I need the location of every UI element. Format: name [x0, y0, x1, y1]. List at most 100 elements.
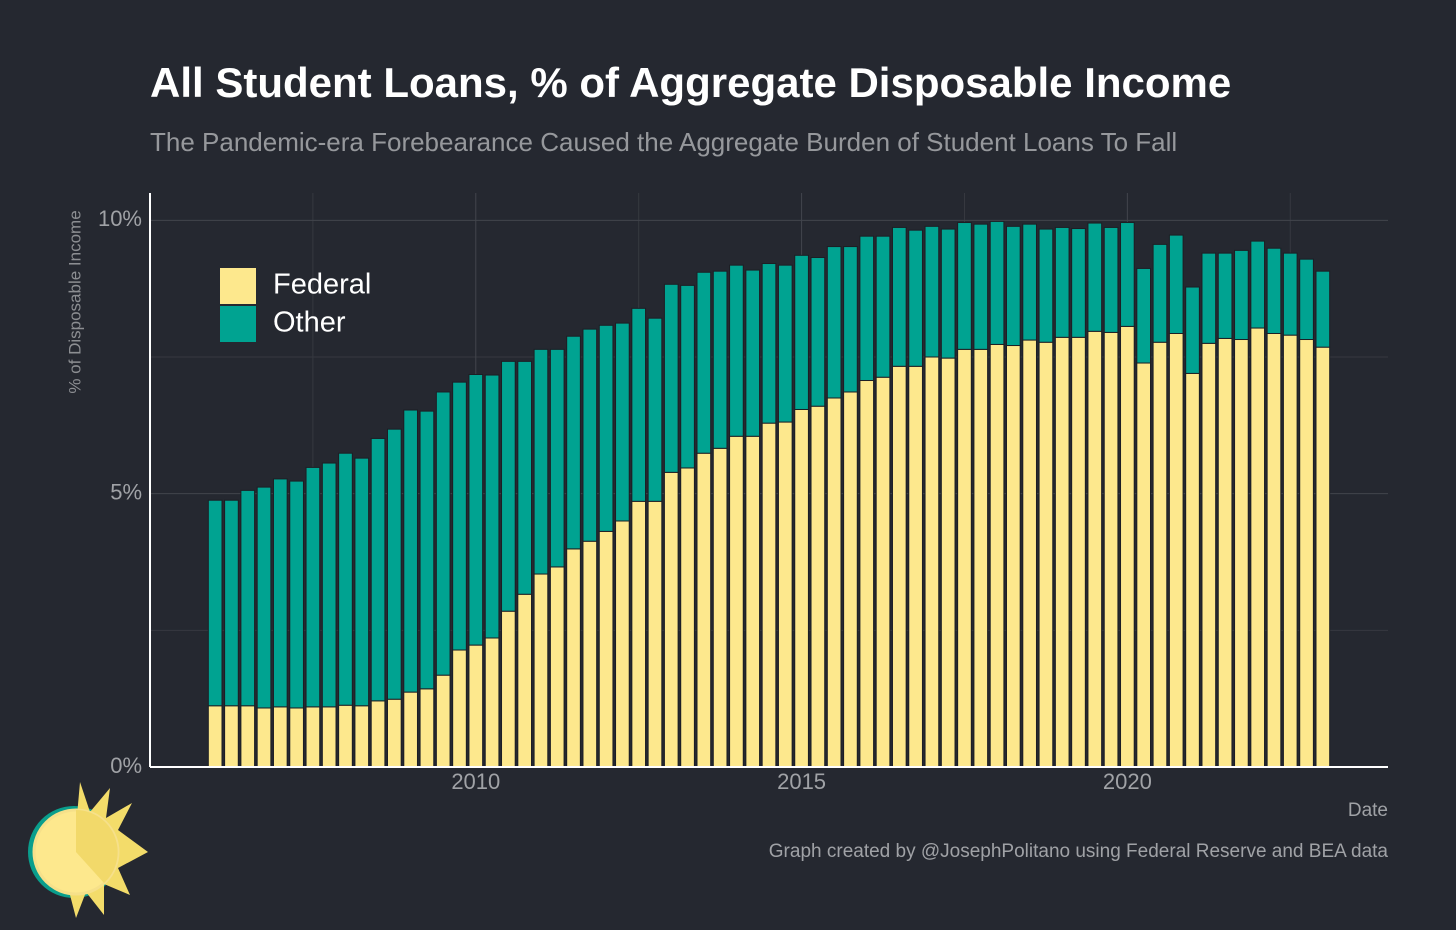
bar-segment: [1282, 252, 1298, 336]
bar-segment: [647, 317, 663, 502]
bar-segment: [1071, 336, 1086, 768]
bar-segment: [517, 593, 532, 768]
bar-segment: [924, 225, 940, 358]
bar-segment: [924, 356, 940, 768]
bar-segment: [1136, 362, 1151, 768]
bar-segment: [745, 435, 761, 768]
bar-segment: [1103, 331, 1119, 768]
bar-segment: [696, 271, 712, 454]
bar-segment: [452, 649, 467, 768]
bar-segment: [321, 706, 337, 768]
bar-segment: [468, 373, 484, 646]
bar-segment: [810, 257, 826, 407]
bar-segment: [1038, 228, 1054, 343]
bar-segment: [1282, 334, 1298, 768]
bar-segment: [435, 674, 451, 768]
y-tick-label: 10%: [98, 206, 142, 231]
chart-title: All Student Loans, % of Aggregate Dispos…: [150, 59, 1231, 106]
logo: [28, 782, 148, 918]
bar-segment: [305, 706, 321, 768]
bar-segment: [1120, 222, 1135, 327]
bar-segment: [696, 452, 712, 768]
bar-segment: [745, 269, 761, 437]
bar-segment: [843, 391, 858, 768]
bar-segment: [207, 705, 223, 768]
bar-segment: [940, 228, 956, 359]
bar-segment: [859, 380, 875, 768]
bar-segment: [1136, 267, 1151, 364]
bar-segment: [224, 705, 239, 768]
x-tick-label: 2020: [1103, 769, 1152, 794]
legend-swatch: [220, 306, 256, 342]
bar-segment: [957, 222, 972, 350]
bar-segment: [484, 374, 500, 639]
bar-segment: [403, 691, 418, 768]
bar-segment: [712, 270, 728, 449]
bar-segment: [207, 499, 223, 707]
legend-label: Other: [273, 307, 346, 339]
bar-segment: [1103, 226, 1119, 333]
bar-segment: [387, 428, 402, 700]
bar-segment: [1152, 341, 1168, 768]
bar-segment: [940, 357, 956, 768]
bar-segment: [1038, 341, 1054, 768]
bar-segment: [549, 348, 565, 568]
bar-segment: [1217, 252, 1233, 339]
bar-segment: [272, 706, 288, 768]
bar-segment: [354, 457, 370, 707]
bar-segment: [468, 644, 484, 768]
bar-segment: [1234, 339, 1249, 768]
bar-segment: [1299, 258, 1314, 341]
bar-segment: [598, 530, 614, 768]
y-tick-label: 5%: [110, 479, 142, 504]
bar-segment: [761, 263, 777, 424]
bar-segment: [1022, 339, 1037, 768]
bar-segment: [908, 229, 923, 367]
bar-segment: [908, 365, 923, 768]
bar-segment: [256, 486, 272, 709]
bar-segment: [321, 462, 337, 708]
bar-segment: [826, 397, 842, 768]
bar-segment: [484, 637, 500, 768]
bar-segment: [582, 328, 598, 542]
bar-segment: [1168, 332, 1184, 768]
bar-segment: [354, 705, 370, 768]
bar-segment: [1022, 223, 1037, 341]
bar-segment: [566, 335, 581, 550]
legend-swatch: [220, 268, 256, 304]
bar-segment: [826, 246, 842, 399]
y-tick-label: 0%: [110, 753, 142, 778]
bar-segment: [338, 452, 353, 706]
bar-segment: [1185, 286, 1200, 374]
bar-segment: [224, 499, 239, 707]
bar-segment: [843, 246, 858, 393]
bar-segment: [777, 264, 793, 423]
bar-segment: [403, 409, 418, 693]
bar-segment: [875, 376, 891, 768]
bar-segment: [582, 540, 598, 768]
bar-segment: [989, 343, 1005, 768]
bar-segment: [1266, 332, 1282, 768]
x-tick-label: 2015: [777, 769, 826, 794]
x-axis-label: Date: [1348, 800, 1388, 821]
bar-segment: [973, 348, 989, 768]
bar-segment: [435, 391, 451, 676]
bar-segment: [1168, 234, 1184, 334]
bar-segment: [533, 348, 549, 575]
legend-label: Federal: [273, 269, 371, 301]
bar-segment: [517, 360, 532, 595]
bar-segment: [729, 264, 744, 437]
bar-segment: [1006, 345, 1021, 768]
bar-segment: [1054, 226, 1070, 338]
bar-segment: [256, 707, 272, 768]
bar-segment: [1250, 240, 1266, 329]
bar-segment: [240, 489, 256, 707]
bar-segment: [338, 704, 353, 768]
bar-segment: [533, 573, 549, 768]
bar-segment: [1185, 372, 1200, 768]
bar-segment: [957, 348, 972, 768]
bar-segment: [680, 467, 695, 768]
bar-segment: [289, 480, 304, 709]
bar-segment: [305, 466, 321, 708]
bar-segment: [1054, 336, 1070, 768]
